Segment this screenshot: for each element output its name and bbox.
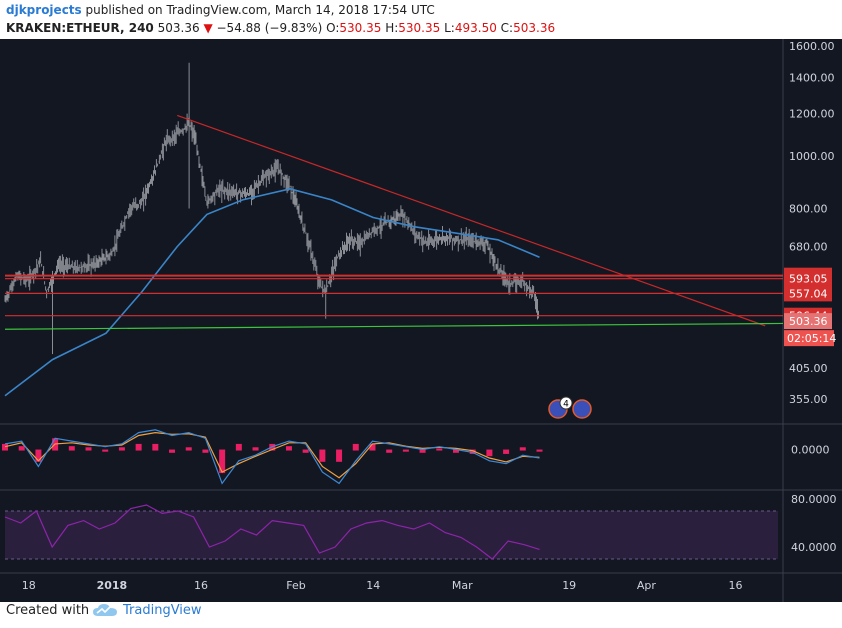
time-tick-label: 18 bbox=[22, 579, 36, 592]
price-tick-label: 405.00 bbox=[789, 362, 828, 375]
price-tick-label: 1200.00 bbox=[789, 107, 835, 120]
macd-histogram-bar bbox=[118, 447, 125, 451]
macd-histogram-bar bbox=[503, 449, 510, 454]
time-tick-label: Apr bbox=[637, 579, 657, 592]
macd-histogram-bar bbox=[369, 443, 376, 451]
rsi-band bbox=[5, 511, 778, 559]
high-value: 530.35 bbox=[398, 21, 441, 35]
macd-histogram-bar bbox=[35, 449, 42, 462]
tradingview-cloud-icon bbox=[93, 604, 117, 616]
macd-histogram-bar bbox=[85, 447, 92, 451]
open-label: O: bbox=[326, 21, 340, 35]
countdown-badge bbox=[784, 330, 834, 347]
rsi-tick-label: 80.0000 bbox=[791, 493, 837, 506]
level-price-badge bbox=[784, 270, 832, 287]
macd-histogram-bar bbox=[352, 443, 359, 451]
tradingview-brand-link[interactable]: TradingView bbox=[123, 603, 202, 618]
macd-histogram-bar bbox=[2, 443, 8, 451]
level-price-label: 593.05 bbox=[789, 273, 828, 286]
macd-histogram-bar bbox=[18, 446, 25, 451]
close-value: 503.36 bbox=[513, 21, 556, 35]
macd-histogram-bar bbox=[536, 449, 543, 452]
macd-histogram-bar bbox=[169, 449, 176, 453]
author-link[interactable]: djkprojects bbox=[6, 3, 82, 17]
time-tick-label: 19 bbox=[562, 579, 576, 592]
down-arrow-icon: ▼ bbox=[203, 21, 213, 35]
level-price-label: 557.04 bbox=[789, 287, 828, 300]
open-value: 530.35 bbox=[339, 21, 382, 35]
time-tick-label: Mar bbox=[452, 579, 473, 592]
macd-tick-label: 0.0000 bbox=[791, 444, 830, 457]
macd-histogram-bar bbox=[402, 449, 409, 452]
macd-histogram-bar bbox=[219, 449, 226, 474]
macd-histogram-bar bbox=[336, 449, 343, 462]
macd-histogram-bar bbox=[302, 449, 309, 453]
macd-histogram-bar bbox=[235, 443, 242, 451]
macd-histogram-bar bbox=[68, 446, 75, 451]
macd-histogram-bar bbox=[519, 447, 526, 451]
time-tick-label: 14 bbox=[366, 579, 380, 592]
last-price-badge bbox=[784, 313, 832, 330]
rsi-tick-label: 40.0000 bbox=[791, 541, 837, 554]
chart-svg[interactable]: 4 1600.00 1400.00 1200.00 1000.00 800.00 680.0… bbox=[0, 39, 842, 602]
close-label: C: bbox=[500, 21, 514, 35]
time-tick-label: 2018 bbox=[97, 579, 128, 592]
time-tick-label: 16 bbox=[194, 579, 208, 592]
event-count-badge bbox=[559, 396, 573, 410]
macd-histogram-bar bbox=[152, 443, 159, 451]
macd-histogram-bar bbox=[319, 449, 326, 462]
price-tick-label: 355.00 bbox=[789, 393, 828, 406]
macd-histogram-bar bbox=[419, 449, 426, 453]
macd-histogram-bar bbox=[386, 449, 393, 453]
support-line bbox=[4, 322, 784, 330]
time-tick-label: Feb bbox=[286, 579, 305, 592]
macd-histogram-bar bbox=[452, 449, 459, 453]
price-tick-label: 1400.00 bbox=[789, 71, 835, 84]
low-label: L: bbox=[444, 21, 455, 35]
publish-info: published on TradingView.com, March 14, … bbox=[85, 3, 435, 17]
price-tick-label: 1600.00 bbox=[789, 40, 835, 53]
macd-histogram-bar bbox=[102, 449, 109, 452]
event-marker bbox=[572, 399, 592, 419]
macd-histogram-bar bbox=[486, 449, 493, 457]
macd-histogram-bar bbox=[185, 447, 192, 451]
low-value: 493.50 bbox=[454, 21, 497, 35]
level-price-badge bbox=[784, 285, 832, 302]
created-with-label: Created with bbox=[6, 603, 90, 618]
footer: Created with TradingView bbox=[6, 602, 842, 628]
macd-histogram-bar bbox=[252, 447, 259, 451]
chart-header-publish-line: djkprojects published on TradingView.com… bbox=[6, 3, 435, 17]
macd-histogram-bar bbox=[285, 446, 292, 451]
price-change: −54.88 (−9.83%) bbox=[216, 21, 323, 35]
macd-histogram-bar bbox=[135, 443, 142, 451]
last-price-label: 503.36 bbox=[789, 315, 828, 328]
moving-average-line bbox=[4, 187, 540, 397]
symbol-label: KRAKEN:ETHEUR, 240 bbox=[6, 21, 154, 35]
event-count-label: 4 bbox=[563, 400, 569, 410]
chart-header-ohlc-line: KRAKEN:ETHEUR, 240 503.36 ▼ −54.88 (−9.8… bbox=[6, 21, 555, 35]
macd-histogram-bar bbox=[436, 448, 443, 451]
countdown-label: 02:05:14 bbox=[787, 332, 836, 345]
macd-histogram-bar bbox=[469, 449, 476, 454]
chart-area[interactable]: 4 1600.00 1400.00 1200.00 1000.00 800.00 680.0… bbox=[0, 39, 842, 602]
rsi-line bbox=[4, 504, 540, 560]
macd-histogram-bar bbox=[202, 449, 209, 453]
macd-line bbox=[4, 429, 540, 485]
price-tick-label: 680.00 bbox=[789, 241, 828, 254]
macd-signal-line bbox=[4, 431, 540, 479]
high-label: H: bbox=[385, 21, 399, 35]
descending-trendline bbox=[177, 114, 766, 327]
price-tick-label: 1000.00 bbox=[789, 150, 835, 163]
time-tick-label: 16 bbox=[728, 579, 742, 592]
last-price: 503.36 bbox=[157, 21, 200, 35]
price-tick-label: 800.00 bbox=[789, 203, 828, 216]
